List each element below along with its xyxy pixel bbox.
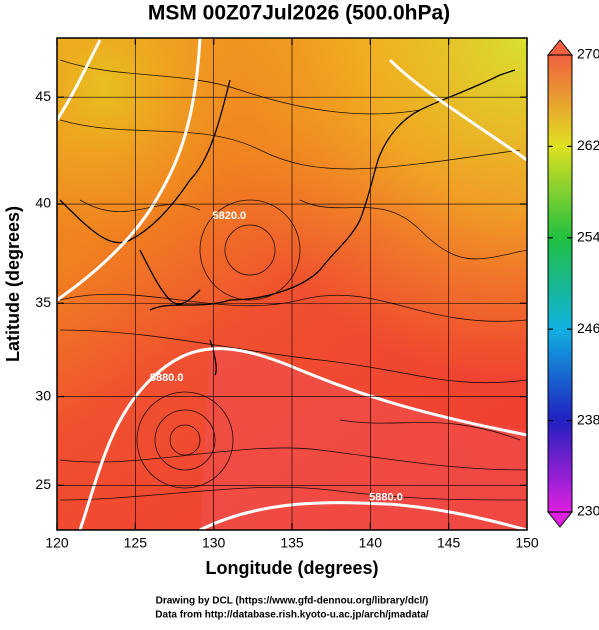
y-tick-label: 45 [35, 88, 51, 104]
colorbar-extend [546, 511, 574, 528]
colorbar-tick-label: 262 [577, 137, 599, 153]
x-tick-label: 150 [515, 535, 539, 551]
contour-label: 5880.0 [150, 372, 184, 384]
colorbar-extend [546, 39, 574, 56]
colorbar-tick-label: 254 [577, 229, 599, 245]
x-tick-label: 135 [280, 535, 304, 551]
chart-title: MSM 00Z07Jul2026 (500.0hPa) [148, 2, 450, 25]
contour-label: 5820.0 [213, 210, 247, 222]
y-tick-label: 30 [35, 387, 51, 403]
x-tick-label: 125 [124, 535, 148, 551]
x-tick-label: 140 [359, 535, 383, 551]
colorbar-tick-label: 270 [577, 46, 599, 62]
y-tick-label: 25 [35, 476, 51, 492]
colorbar-tick-label: 230 [577, 503, 599, 519]
x-tick-label: 120 [45, 535, 69, 551]
contour-label: 5880.0 [369, 491, 403, 503]
y-tick-label: 40 [35, 195, 51, 211]
colorbar-tick-label: 238 [577, 411, 599, 427]
x-tick-label: 130 [202, 535, 226, 551]
colorbar [547, 54, 573, 513]
footer-line: Drawing by DCL (https://www.gfd-dennou.o… [156, 596, 429, 607]
y-tick-label: 35 [35, 294, 51, 310]
colorbar-tick-label: 246 [577, 320, 599, 336]
footer-line: Data from http://database.rish.kyoto-u.a… [155, 610, 429, 621]
contour [57, 38, 527, 530]
x-tick-label: 145 [437, 535, 461, 551]
x-axis-label: Longitude (degrees) [205, 558, 378, 578]
streamlines [59, 59, 527, 501]
y-axis-label: Latitude (degrees) [3, 206, 23, 362]
